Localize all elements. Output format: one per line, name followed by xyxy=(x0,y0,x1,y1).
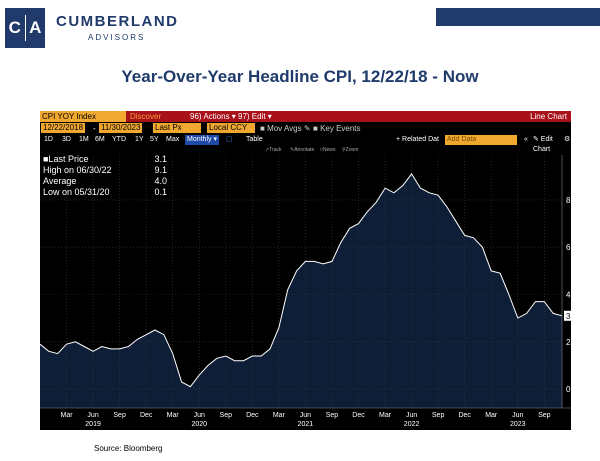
page-title: Year-Over-Year Headline CPI, 12/22/18 - … xyxy=(121,67,479,86)
x-tick-label: Mar xyxy=(273,412,286,419)
x-tick-label: Dec xyxy=(246,412,259,419)
legend-label: Low on 05/31/20 xyxy=(43,187,110,197)
logo-letter-c: C xyxy=(8,18,21,37)
x-tick-label: Mar xyxy=(485,412,498,419)
period-5y[interactable]: 5Y xyxy=(150,136,159,143)
last-value-tag-bg xyxy=(564,310,571,321)
edit-menu[interactable]: 97) Edit ▾ xyxy=(238,112,272,121)
mov-avgs-toggle[interactable]: ■ Mov Avgs ✎ xyxy=(260,124,311,133)
x-tick-label: Jun xyxy=(406,412,417,419)
series-line-cpi-yoy xyxy=(40,173,563,388)
field-select[interactable]: Last Px xyxy=(153,123,201,133)
logo-divider xyxy=(24,15,26,41)
date-separator: - xyxy=(93,124,96,133)
track-label: Track xyxy=(269,147,282,153)
key-events-label: Key Events xyxy=(320,124,361,133)
end-date-input[interactable]: 11/30/2023 xyxy=(99,123,143,133)
cumberland-logo: C A xyxy=(5,8,45,48)
x-tick-label: Jun xyxy=(194,412,205,419)
legend-value: 0.1 xyxy=(154,187,167,197)
actions-menu[interactable]: 96) Actions ▾ xyxy=(190,112,236,121)
period-ytd[interactable]: YTD xyxy=(112,136,126,143)
chart-tools-bar: ↗ Track ✎ Annotate □ News ⚲ Zoom xyxy=(40,146,571,155)
x-tick-label: Mar xyxy=(379,412,392,419)
brand-subtitle: ADVISORS xyxy=(88,33,146,42)
bloomberg-terminal: 0.0 2.0 4.0 6.0 8.0 Mar Jun Sep Dec Mar Jun Sep Dec M… xyxy=(40,111,571,430)
start-date-input[interactable]: 12/22/2018 xyxy=(41,123,86,133)
x-tick-label: Sep xyxy=(113,412,126,419)
period-1d[interactable]: 1D xyxy=(44,136,53,143)
legend-item-average: Average 4.0 xyxy=(43,176,167,187)
legend-value: 3.1 xyxy=(154,154,167,164)
legend-item-high: High on 06/30/22 9.1 xyxy=(43,165,167,176)
y-tick-label: 2.0 xyxy=(566,338,571,347)
currency-select[interactable]: Local CCY xyxy=(207,123,255,133)
y-tick-label: 8.0 xyxy=(566,196,571,205)
settings-gear-icon[interactable]: ⚙ xyxy=(564,136,571,143)
related-data-button[interactable]: + Related Dat xyxy=(396,136,439,143)
period-bar: 1D 3D 1M 6M YTD 1Y 5Y Max Monthly ▾ ▢ Ta… xyxy=(40,135,571,153)
table-toggle[interactable]: Table xyxy=(246,136,263,143)
legend-label: Average xyxy=(43,176,77,186)
chart-icon[interactable]: ▢ xyxy=(226,136,233,143)
track-tool[interactable]: ↗ Track xyxy=(265,147,282,153)
period-3d[interactable]: 3D xyxy=(62,136,71,143)
legend-label: High on 06/30/22 xyxy=(43,165,112,175)
legend-value: 9.1 xyxy=(154,165,167,175)
collapse-icon[interactable]: « xyxy=(524,136,528,143)
x-tick-label: Sep xyxy=(326,412,339,419)
legend-label: ■Last Price xyxy=(43,154,89,164)
ticker-field[interactable]: CPI YOY Index xyxy=(40,111,126,122)
annotate-label: Annotate xyxy=(294,147,315,153)
chart-type-label: Line Chart xyxy=(530,112,567,121)
period-1y[interactable]: 1Y xyxy=(135,136,144,143)
edit-chart-button[interactable]: ✎ Edit Chart xyxy=(533,136,553,153)
x-tick-label: Mar xyxy=(61,412,74,419)
zoom-tool[interactable]: ⚲ Zoom xyxy=(342,147,359,153)
logo-letter-a: A xyxy=(29,18,42,37)
y-tick-label: 6.0 xyxy=(566,243,571,252)
parameter-bar: 12/22/2018 - 11/30/2023 Last Px Local CC… xyxy=(40,123,571,134)
x-tick-label: Sep xyxy=(538,412,551,419)
x-tick-label: Dec xyxy=(140,412,153,419)
news-label: News xyxy=(323,147,336,153)
x-year-label: 2019 xyxy=(85,421,101,428)
mov-avgs-label: Mov Avgs xyxy=(267,124,302,133)
x-year-label: 2022 xyxy=(404,421,420,428)
zoom-label: Zoom xyxy=(345,147,359,153)
news-tool[interactable]: □ News xyxy=(320,147,336,153)
key-events-toggle[interactable]: ■ Key Events xyxy=(313,124,361,133)
discover-menu[interactable]: Discover xyxy=(130,112,162,121)
cpi-line-chart[interactable]: 0.0 2.0 4.0 6.0 8.0 Mar Jun Sep Dec Mar Jun Sep Dec M… xyxy=(40,111,571,430)
source-note: Source: Bloomberg xyxy=(94,444,163,453)
add-data-input[interactable]: Add Data xyxy=(445,135,517,145)
x-year-label: 2020 xyxy=(191,421,207,428)
x-year-label: 2023 xyxy=(510,421,526,428)
chart-legend: ■Last Price 3.1 High on 06/30/22 9.1 Ave… xyxy=(43,154,167,198)
annotate-tool[interactable]: ✎ Annotate xyxy=(290,147,315,153)
x-tick-label: Dec xyxy=(352,412,365,419)
x-tick-label: Mar xyxy=(167,412,180,419)
x-tick-label: Jun xyxy=(87,412,98,419)
legend-item-last-price: ■Last Price 3.1 xyxy=(43,154,167,165)
terminal-toolbar: CPI YOY Index Discover 96) Actions ▾ 97)… xyxy=(40,111,571,122)
header-accent-bar xyxy=(436,8,600,26)
x-tick-label: Jun xyxy=(512,412,523,419)
x-tick-label: Dec xyxy=(458,412,471,419)
legend-value: 4.0 xyxy=(154,176,167,186)
x-year-label: 2021 xyxy=(298,421,314,428)
x-tick-label: Sep xyxy=(220,412,233,419)
x-tick-label: Jun xyxy=(300,412,311,419)
last-value-tag: 3.1 xyxy=(566,312,571,321)
period-max[interactable]: Max xyxy=(166,136,180,143)
y-tick-label: 4.0 xyxy=(566,291,571,300)
period-6m[interactable]: 6M xyxy=(95,136,105,143)
y-tick-label: 0.0 xyxy=(566,385,571,394)
x-tick-label: Sep xyxy=(432,412,445,419)
legend-item-low: Low on 05/31/20 0.1 xyxy=(43,187,167,198)
period-1m[interactable]: 1M xyxy=(79,136,89,143)
brand-name: CUMBERLAND xyxy=(56,13,179,30)
frequency-select[interactable]: Monthly ▾ xyxy=(185,135,219,145)
